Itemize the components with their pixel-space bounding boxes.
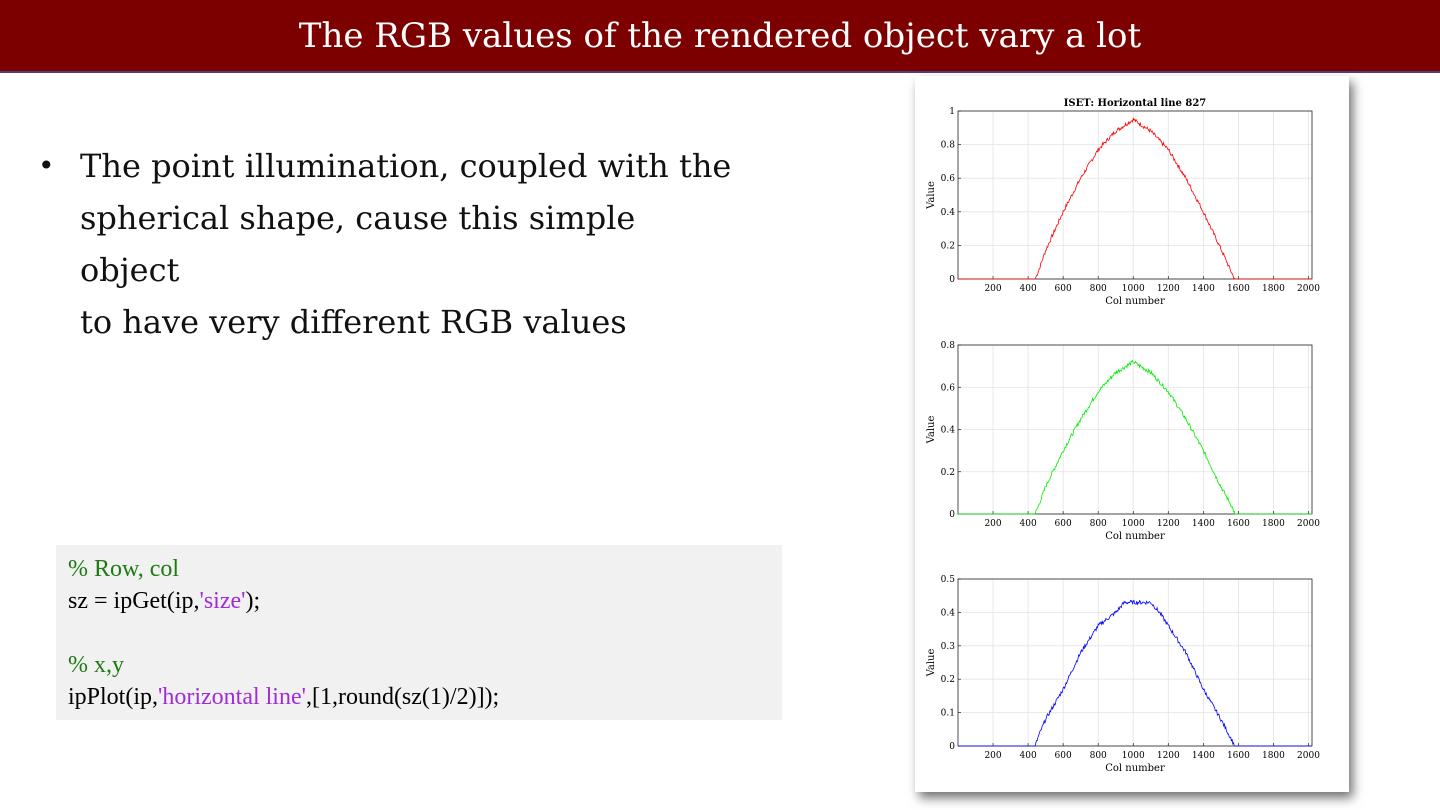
y-tick-label: 0 [949, 275, 955, 285]
x-tick-label: 1600 [1227, 519, 1250, 529]
series-line [958, 599, 1312, 747]
x-tick-label: 400 [1020, 751, 1037, 761]
x-tick-label: 1200 [1157, 751, 1180, 761]
x-tick-label: 1600 [1227, 284, 1250, 294]
y-tick-label: 0.8 [941, 141, 956, 151]
x-tick-label: 1200 [1157, 519, 1180, 529]
code-comment: % x,y [68, 652, 124, 678]
x-tick-label: 200 [984, 284, 1001, 294]
bullet-dot-icon: • [38, 149, 55, 182]
y-axis-label: Value [926, 649, 937, 678]
code-text: ); [245, 588, 261, 614]
x-tick-label: 800 [1090, 519, 1107, 529]
code-blank-line [68, 617, 782, 649]
x-tick-label: 400 [1020, 284, 1037, 294]
bullet-line: spherical shape, cause this simple objec… [80, 199, 636, 289]
code-snippet: % Row, col sz = ipGet(ip,'size'); % x,y … [56, 545, 782, 720]
y-tick-label: 0.3 [941, 642, 956, 652]
x-tick-label: 200 [984, 519, 1001, 529]
x-tick-label: 800 [1090, 284, 1107, 294]
y-tick-label: 0.8 [941, 341, 956, 351]
series-line [958, 116, 1312, 280]
figure-panel: 200 400 600 800 1000 1200 1400 1600 1800 2000 0 0.2… [915, 76, 1349, 792]
x-tick-label: 1800 [1262, 751, 1285, 761]
y-axis-label: Value [926, 181, 937, 210]
y-tick-label: 0.1 [941, 709, 955, 719]
x-tick-label: 2000 [1297, 751, 1320, 761]
y-tick-label: 1 [949, 107, 955, 117]
x-tick-label: 2000 [1297, 519, 1320, 529]
x-tick-label: 1400 [1192, 284, 1215, 294]
x-tick-label: 1000 [1122, 284, 1145, 294]
y-tick-label: 0.2 [941, 468, 955, 478]
x-tick-label: 600 [1055, 284, 1072, 294]
axes-box [957, 110, 1313, 280]
x-tick-label: 600 [1055, 751, 1072, 761]
y-tick-label: 0 [949, 742, 955, 752]
code-text: sz = ipGet(ip, [68, 588, 200, 614]
plot-1: 200 400 600 800 1000 1200 1400 1600 1800 2000 0 0.2… [926, 98, 1320, 307]
y-axis-label: Value [926, 416, 937, 445]
series-line [958, 359, 1312, 515]
plots-figure: 200 400 600 800 1000 1200 1400 1600 1800 200000.2… [926, 98, 1320, 774]
code-comment: % Row, col [68, 556, 180, 582]
bullet-line: to have very different RGB values [80, 303, 627, 341]
x-axis-label: Col number [1105, 763, 1165, 774]
code-string: 'size' [199, 588, 246, 614]
plot-title: ISET: Horizontal line 827 [1064, 98, 1207, 109]
y-tick-label: 0.4 [941, 426, 956, 436]
axes-box [957, 578, 1313, 747]
y-tick-label: 0 [949, 510, 955, 520]
y-tick-label: 0.4 [941, 608, 956, 618]
x-tick-label: 400 [1020, 519, 1037, 529]
bullet-line: The point illumination, coupled with the [80, 147, 732, 185]
y-tick-label: 0.2 [941, 241, 955, 251]
bullet-point: • The point illumination, coupled with t… [38, 140, 738, 348]
x-tick-label: 1400 [1192, 751, 1215, 761]
plot-3: 200 400 600 800 1000 1200 1400 1600 1800 2000 0 0.1… [926, 575, 1320, 774]
y-tick-label: 0.5 [941, 575, 956, 585]
x-tick-label: 1400 [1192, 519, 1215, 529]
x-tick-label: 2000 [1297, 284, 1320, 294]
x-axis-label: Col number [1105, 296, 1165, 307]
y-tick-label: 0.4 [941, 208, 956, 218]
y-tick-label: 0.6 [941, 174, 956, 184]
slide-title: The RGB values of the rendered object va… [298, 15, 1142, 56]
x-axis-label: Col number [1105, 531, 1165, 542]
x-tick-label: 200 [984, 751, 1001, 761]
y-tick-label: 0.2 [941, 675, 955, 685]
x-tick-label: 1000 [1122, 519, 1145, 529]
x-tick-label: 1000 [1122, 751, 1145, 761]
slide-title-bar: The RGB values of the rendered object va… [0, 0, 1440, 73]
code-string: 'horizontal line' [158, 684, 306, 710]
code-text: ipPlot(ip, [68, 684, 159, 710]
x-tick-label: 1800 [1262, 519, 1285, 529]
x-tick-label: 1200 [1157, 284, 1180, 294]
bullet-text: The point illumination, coupled with the… [80, 140, 738, 348]
x-tick-label: 600 [1055, 519, 1072, 529]
plot-2: 200 400 600 800 1000 1200 1400 1600 1800 2000 0 0.2… [926, 341, 1320, 542]
x-tick-label: 1600 [1227, 751, 1250, 761]
x-tick-label: 1800 [1262, 284, 1285, 294]
y-tick-label: 0.6 [941, 383, 956, 393]
code-text: ,[1,round(sz(1)/2)]); [305, 684, 500, 710]
code-line: sz = ipGet(ip,'size'); [68, 585, 782, 617]
x-tick-label: 800 [1090, 751, 1107, 761]
code-line: ipPlot(ip,'horizontal line',[1,round(sz(… [68, 681, 782, 713]
